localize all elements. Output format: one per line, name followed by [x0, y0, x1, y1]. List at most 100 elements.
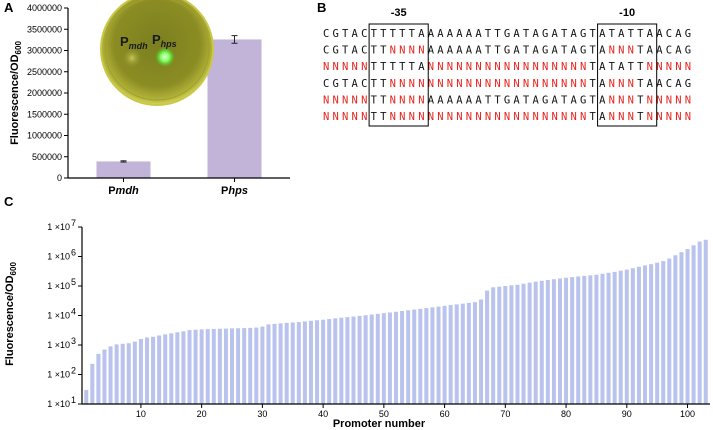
panel-b-promoter-sequences: C G T A C T T T T T A A A A A A A T T G A T A G A T A G T A T A T T A A C A G C… — [323, 7, 691, 127]
panel-letter-c: C — [4, 194, 14, 209]
panel-letter-b: B — [317, 0, 326, 15]
panel-c-bar — [649, 264, 654, 404]
panel-c-bar — [230, 328, 235, 404]
panel-c-bar — [302, 321, 307, 404]
panel-c-bar — [582, 275, 587, 404]
panel-a-category-labels: Pmdh Phps — [108, 178, 248, 197]
plate-spot-mdh — [122, 48, 142, 68]
sequence-rows: C G T A C T T T T T A A A A A A A T T G A T A G A T A G T A T A T T A A C A G C… — [323, 28, 691, 123]
panel-a-category-label: Pmdh — [108, 185, 139, 197]
panel-a-y-tick-label: 4000000 — [27, 3, 62, 13]
panel-c-x-axis-title: Promoter number — [333, 418, 426, 430]
panel-c-bar — [448, 305, 453, 404]
panel-a-bars — [96, 35, 262, 179]
panel-c-bar — [406, 310, 411, 404]
panel-a-y-tick-label: 2000000 — [27, 88, 62, 98]
panel-c-bar — [157, 335, 162, 404]
panel-c-bar — [600, 273, 605, 404]
panel-c-y-tick-label: 1 ×10 — [47, 370, 70, 380]
panel-c-bar — [163, 334, 168, 404]
panel-c-bar — [545, 279, 550, 404]
plate-label-hps: Phps — [152, 32, 177, 49]
panel-c-bar — [636, 266, 641, 404]
panel-c-bar — [278, 323, 283, 404]
panel-a-y-axis-title: Fluorescence/OD600 — [9, 41, 23, 145]
panel-a-y-tick-label: 0 — [57, 173, 62, 183]
panel-c-bar — [606, 272, 611, 404]
panel-c-bar — [673, 255, 678, 404]
panel-a-y-tick-label: 3500000 — [27, 24, 62, 34]
panel-c-x-tick-label: 70 — [500, 409, 510, 419]
panel-c-bar — [485, 290, 490, 404]
panel-c-bar — [460, 303, 465, 404]
panel-c-bar — [169, 333, 174, 404]
panel-c-x-tick-label: 80 — [561, 409, 571, 419]
panel-a-chart: 0 500000 1000000 1500000 2000000 2500000 30000… — [9, 0, 290, 197]
panel-c-bar — [308, 320, 313, 404]
panel-c-bar — [472, 302, 477, 404]
panel-c-bar — [612, 271, 617, 404]
panel-c-bar — [351, 316, 356, 404]
panel-c-y-tick-exponent: 7 — [71, 218, 76, 228]
panel-c-bar — [205, 329, 210, 404]
panel-c-bar — [242, 328, 247, 404]
panel-c-bar — [357, 315, 362, 404]
panel-a-y-tick-label: 1000000 — [27, 131, 62, 141]
panel-c-bar — [497, 286, 502, 404]
panel-c-bar — [387, 312, 392, 404]
panel-c-bar — [667, 258, 672, 404]
panel-c-bar — [503, 286, 508, 404]
panel-a-axes — [67, 8, 290, 179]
panel-c-x-tick-label: 90 — [622, 409, 632, 419]
panel-c-bar — [138, 338, 143, 404]
panel-c-bar — [120, 343, 125, 404]
panel-c-y-axis-title: Fluorescence/OD600 — [4, 262, 18, 366]
panel-c-bar — [187, 330, 192, 404]
panel-c-bar — [339, 317, 344, 404]
panel-c-bar — [114, 344, 119, 404]
panel-c-bar — [108, 346, 113, 404]
panel-c-bar — [576, 276, 581, 404]
panel-c-bar — [551, 279, 556, 404]
panel-c-x-tick-label: 40 — [318, 409, 328, 419]
panel-c-bar — [375, 313, 380, 404]
panel-c-bar — [181, 331, 186, 404]
panel-c-axes — [81, 227, 710, 405]
panel-c-bar — [333, 318, 338, 404]
panel-a-y-tick-label: 1500000 — [27, 109, 62, 119]
panel-c-bar — [539, 280, 544, 404]
panel-c-chart: 1 ×10 11 ×10 21 ×10 31 ×10 41 ×10 51 ×10 61 ×1… — [4, 218, 710, 430]
promoter-box-label: -10 — [619, 7, 635, 19]
panel-a-y-tick-label: 500000 — [32, 152, 62, 162]
panel-c-bar — [630, 268, 635, 404]
panel-c-bar — [703, 239, 708, 404]
panel-c-bar — [685, 248, 690, 404]
panel-c-bar — [588, 275, 593, 404]
plate-spot-hps — [155, 47, 175, 67]
panel-c-bar — [144, 337, 149, 404]
panel-c-bar — [345, 317, 350, 404]
panel-c-y-tick-exponent: 1 — [71, 395, 76, 405]
panel-c-bar — [564, 277, 569, 404]
panel-c-y-tick-label: 1 ×10 — [47, 222, 70, 232]
panel-c-bar — [466, 302, 471, 404]
panel-c-bar — [90, 363, 95, 404]
panel-c-bar — [290, 322, 295, 404]
panel-c-x-ticks: 10 20 30 40 50 60 70 80 90 100 — [136, 404, 695, 419]
panel-c-y-tick-label: 1 ×10 — [47, 281, 70, 291]
panel-c-y-tick-label: 1 ×10 — [47, 311, 70, 321]
panel-c-bar — [175, 332, 180, 404]
panel-c-y-tick-exponent: 6 — [71, 248, 76, 258]
panel-c-bar — [369, 314, 374, 404]
promoter-box-1 — [368, 23, 429, 127]
panel-c-bar — [296, 322, 301, 404]
panel-c-bar — [509, 285, 514, 404]
